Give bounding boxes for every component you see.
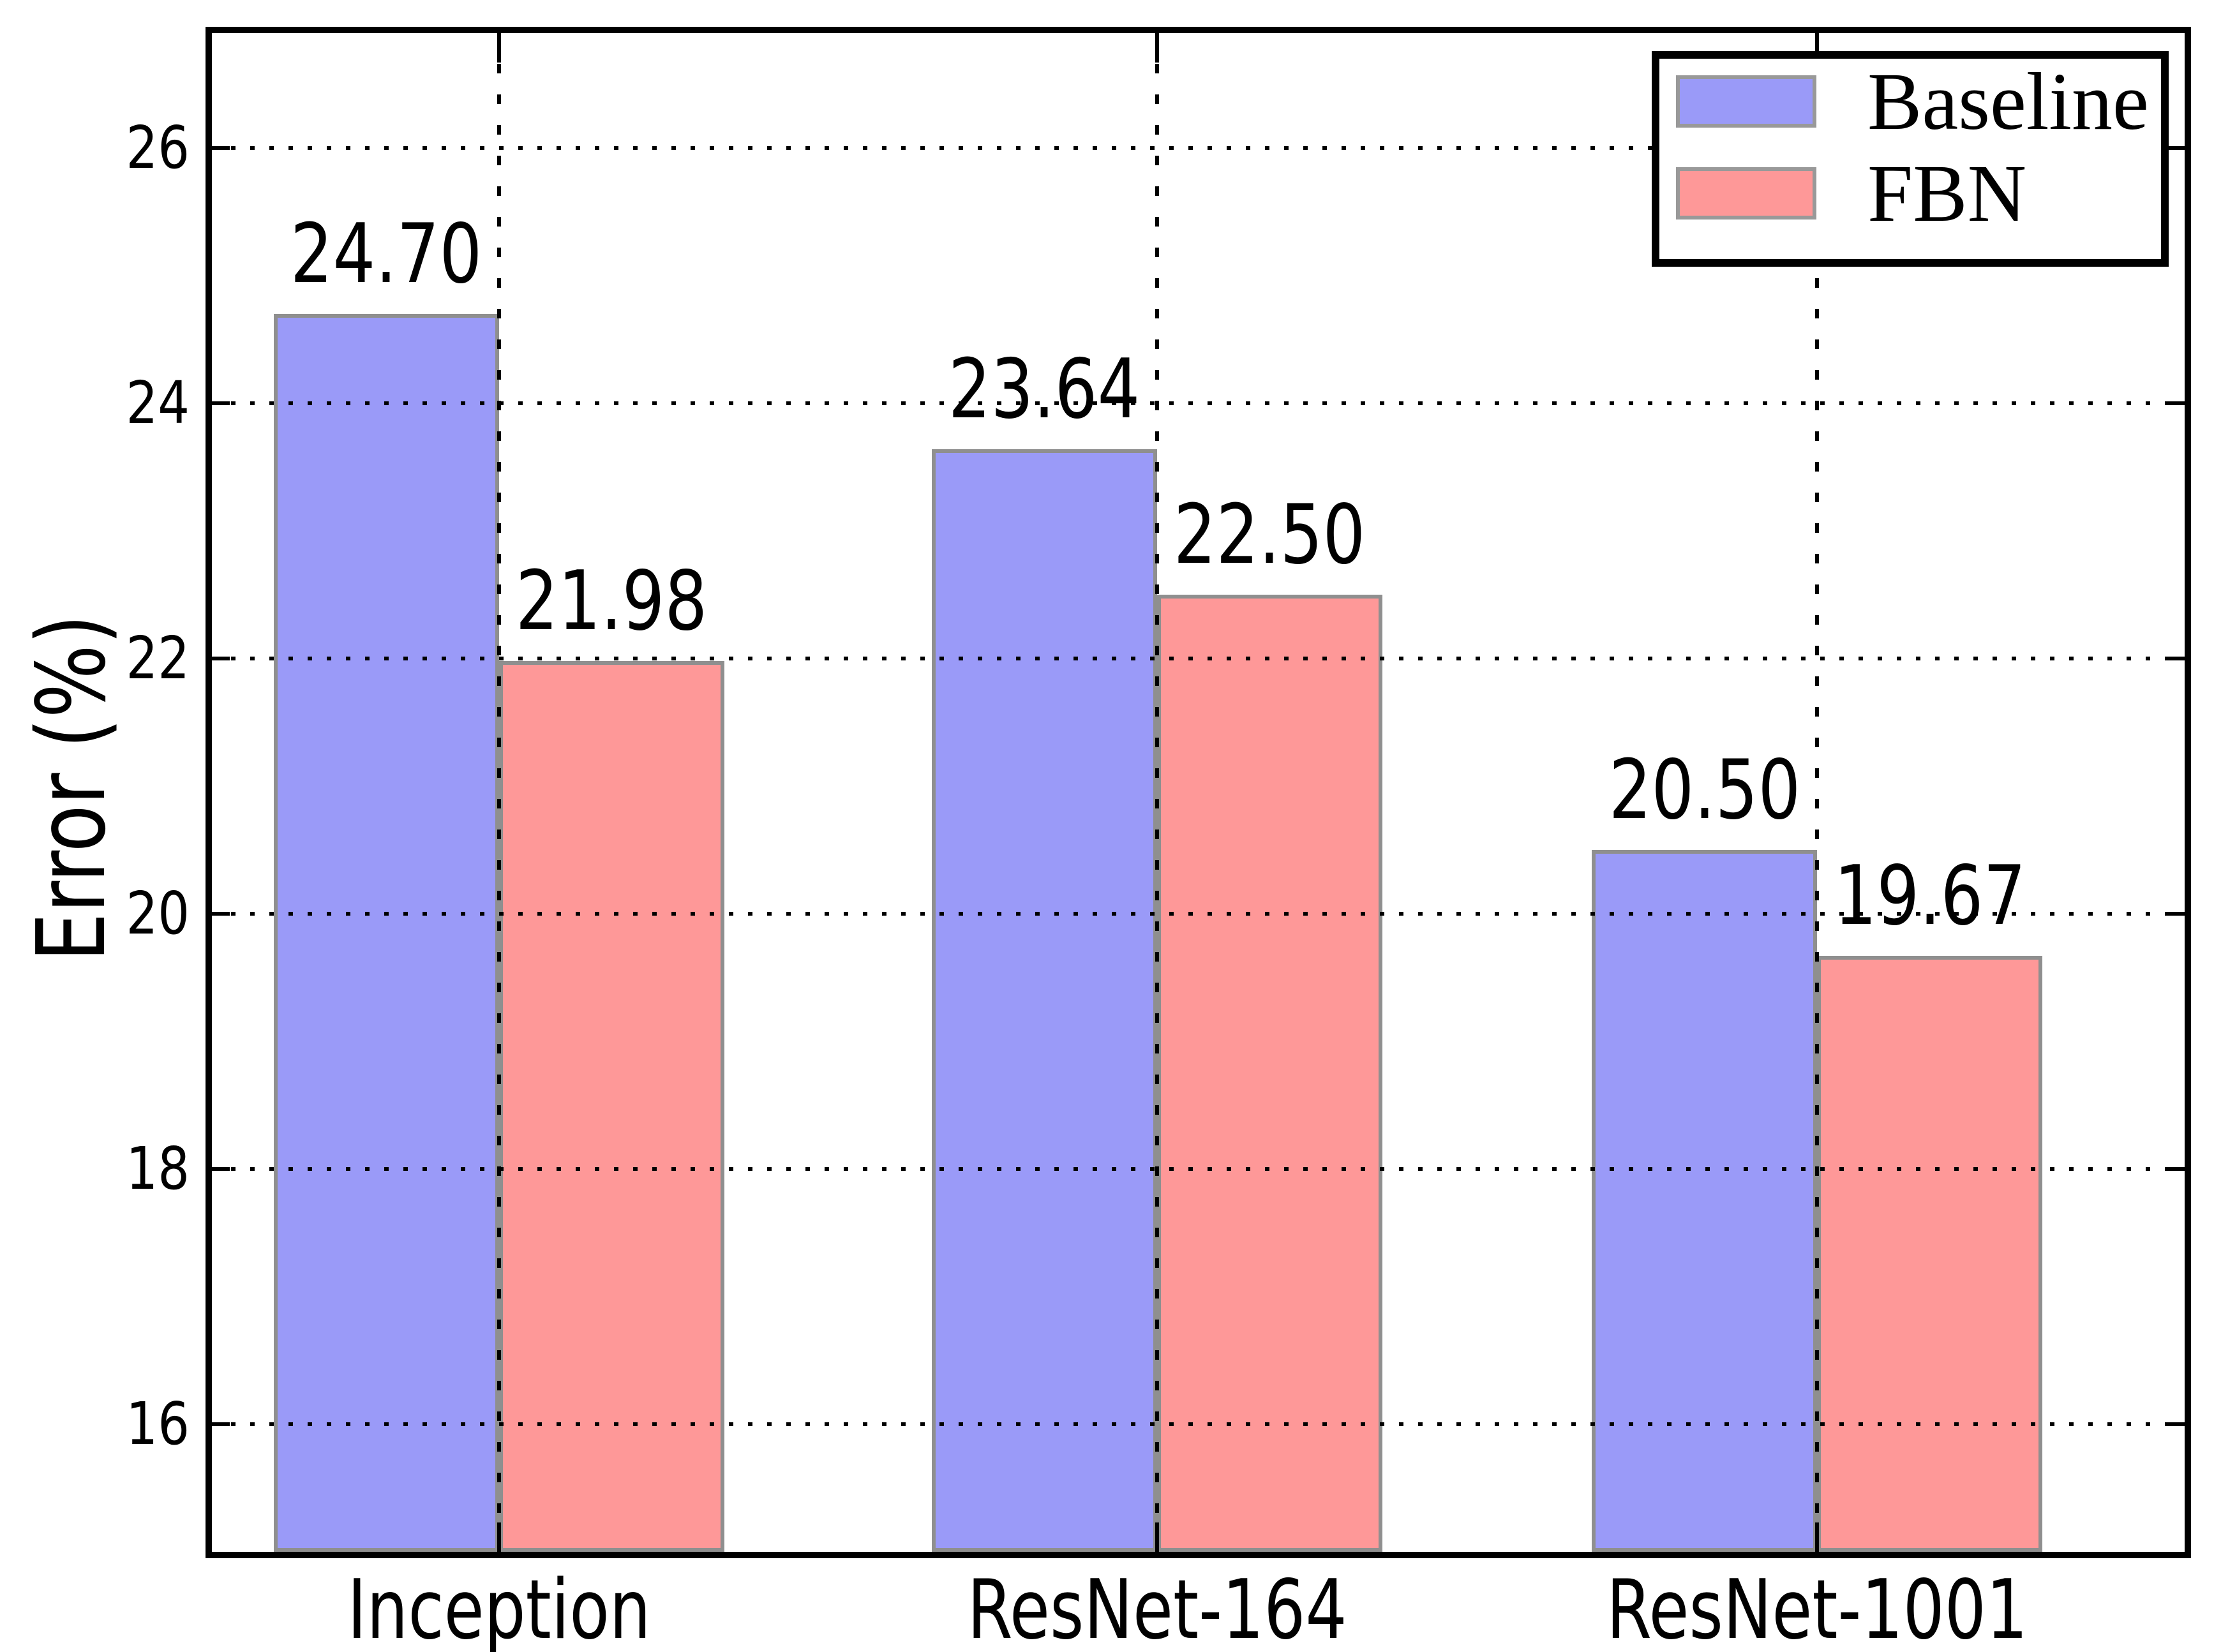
gridline-x-resnet-164	[1155, 33, 1159, 1552]
y-tick-left-20	[212, 912, 230, 916]
gridline-y-18	[212, 1167, 2185, 1171]
y-tick-label-16: 16	[126, 1390, 190, 1458]
value-label-baseline-resnet-1001: 20.50	[1608, 743, 1800, 838]
y-tick-label-22: 22	[126, 624, 190, 692]
y-tick-left-24	[212, 401, 230, 405]
y-tick-label-18: 18	[126, 1135, 190, 1203]
bar-baseline-resnet-164	[931, 449, 1157, 1552]
bar-baseline-resnet-1001	[1592, 850, 1818, 1552]
bar-fbn-resnet-164	[1156, 595, 1382, 1552]
gridline-x-inception	[497, 33, 501, 1552]
value-label-fbn-inception: 21.98	[515, 554, 708, 649]
x-tick-bottom-resnet-164	[1155, 1522, 1159, 1552]
gridline-y-20	[212, 912, 2185, 916]
x-tick-top-resnet-164	[1155, 33, 1159, 63]
legend-swatch-fbn	[1676, 167, 1816, 220]
gridline-y-22	[212, 657, 2185, 660]
y-tick-label-20: 20	[126, 879, 190, 948]
gridline-y-24	[212, 401, 2185, 405]
y-tick-right-20	[2167, 912, 2185, 916]
y-tick-right-18	[2167, 1167, 2185, 1171]
value-label-fbn-resnet-164: 22.50	[1173, 487, 1366, 583]
gridline-x-resnet-1001	[1815, 33, 1820, 1552]
value-label-baseline-inception: 24.70	[290, 207, 482, 302]
legend-swatch-baseline	[1676, 75, 1816, 128]
y-tick-label-26: 26	[126, 114, 190, 182]
bar-fbn-inception	[498, 661, 724, 1552]
gridline-y-26	[212, 146, 2185, 150]
gridline-y-16	[212, 1422, 2185, 1426]
legend-row-fbn: FBN	[1676, 153, 2161, 234]
plot-area: 24.70 21.98 23.64 22.50 20.50 19.67	[212, 33, 2185, 1552]
y-tick-right-22	[2167, 657, 2185, 660]
y-tick-left-26	[212, 146, 230, 150]
legend-row-baseline: Baseline	[1676, 61, 2161, 142]
y-tick-label-24: 24	[126, 369, 190, 437]
y-tick-right-26	[2167, 146, 2185, 150]
legend-label-baseline: Baseline	[1867, 56, 2149, 147]
x-tick-label-resnet-1001: ResNet-1001	[1606, 1563, 2028, 1652]
value-label-baseline-resnet-164: 23.64	[948, 342, 1141, 437]
y-tick-left-16	[212, 1422, 230, 1426]
x-tick-label-resnet-164: ResNet-164	[967, 1563, 1347, 1652]
bar-baseline-inception	[273, 314, 499, 1552]
y-tick-right-16	[2167, 1422, 2185, 1426]
legend-label-fbn: FBN	[1867, 148, 2026, 239]
bar-fbn-resnet-1001	[1817, 956, 2043, 1552]
y-tick-left-18	[212, 1167, 230, 1171]
y-tick-right-24	[2167, 401, 2185, 405]
x-tick-bottom-resnet-1001	[1815, 1522, 1820, 1552]
x-tick-label-inception: Inception	[347, 1563, 651, 1652]
y-tick-left-22	[212, 657, 230, 660]
x-tick-top-resnet-1001	[1815, 33, 1820, 63]
value-label-fbn-resnet-1001: 19.67	[1834, 849, 2026, 944]
x-tick-bottom-inception	[497, 1522, 501, 1552]
legend: Baseline FBN	[1652, 51, 2169, 267]
x-tick-top-inception	[497, 33, 501, 63]
